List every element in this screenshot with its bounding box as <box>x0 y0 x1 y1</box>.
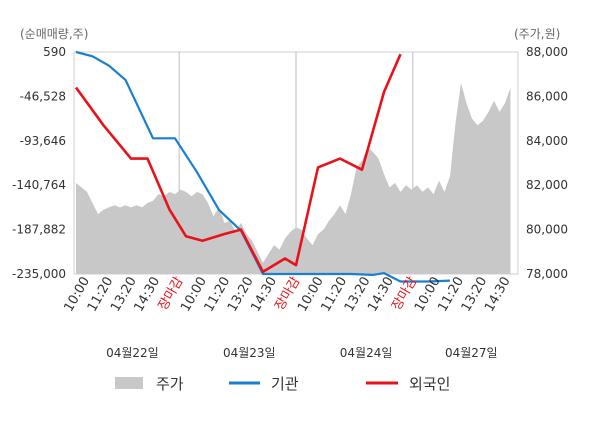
right-axis-title: (주가,원) <box>514 27 560 41</box>
left-axis-title: (순매매량,주) <box>20 27 88 41</box>
legend-price-label: 주가 <box>156 375 184 393</box>
left-tick-label: -46,528 <box>20 89 66 103</box>
right-tick-label: 84,000 <box>526 134 568 148</box>
date-label: 04월27일 <box>445 346 498 360</box>
left-tick-label: -235,000 <box>12 267 66 281</box>
left-axis-ticks: 590 -46,528 -93,646 -140,764 -187,882 -235,00… <box>12 45 66 281</box>
date-label: 04월23일 <box>223 346 276 360</box>
right-tick-label: 82,000 <box>526 178 568 192</box>
right-tick-label: 80,000 <box>526 223 568 237</box>
plot-area <box>73 50 519 283</box>
legend: 주가 기관 외국인 <box>115 375 450 393</box>
institution-line <box>75 50 451 283</box>
date-labels: 04월22일 04월23일 04월24일 04월27일 <box>106 346 497 360</box>
right-tick-label: 88,000 <box>526 45 568 59</box>
date-label: 04월24일 <box>340 346 393 360</box>
right-tick-label: 86,000 <box>526 89 568 103</box>
legend-institution-label: 기관 <box>271 375 299 393</box>
price-area <box>76 83 511 274</box>
legend-price-swatch <box>115 377 143 389</box>
legend-foreign-label: 외국인 <box>409 375 450 393</box>
foreign-line <box>74 53 402 274</box>
right-axis-ticks: 88,000 86,000 84,000 82,000 80,000 78,000 <box>526 45 568 281</box>
left-tick-label: -93,646 <box>20 134 66 148</box>
left-tick-label: 590 <box>43 45 66 59</box>
date-label: 04월22일 <box>106 346 159 360</box>
left-tick-label: -140,764 <box>12 178 66 192</box>
right-tick-label: 78,000 <box>526 267 568 281</box>
left-tick-label: -187,882 <box>12 223 66 237</box>
